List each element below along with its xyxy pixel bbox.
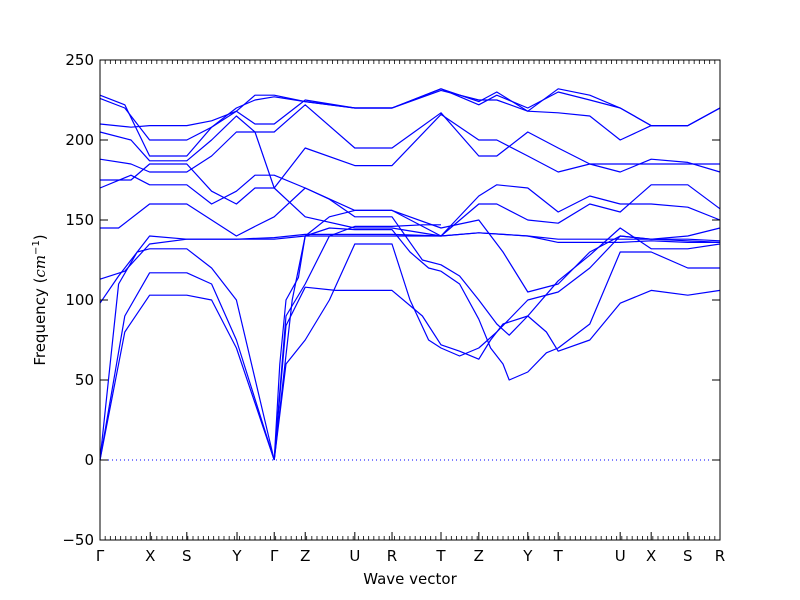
y-axis-title-exponent: −1 [31,240,42,255]
phonon-band-7 [99,232,721,304]
phonon-band-10 [273,227,720,461]
phonon-band-14 [99,113,720,189]
x-tick-label: Y [231,547,242,565]
x-tick-label: Y [522,547,533,565]
phonon-band-1 [99,294,275,461]
y-axis-title-unit: cm [31,255,49,278]
y-tick-label: 50 [75,371,94,389]
phonon-band-11 [100,187,721,336]
y-tick-label: 100 [65,291,94,309]
x-tick-label: X [145,547,155,565]
x-tick-label: Z [300,547,310,565]
y-tick-label: 0 [84,451,94,469]
x-tick-label: R [715,547,725,565]
plot-area [99,88,721,461]
y-tick-label: 250 [65,51,94,69]
phonon-band-6 [273,209,721,461]
x-tick-label: X [646,547,656,565]
y-axis-title: Frequency (cm−1) [31,234,49,365]
x-tick-label: T [553,547,564,565]
x-tick-label: S [182,547,192,565]
y-tick-label: 200 [65,131,94,149]
x-tick-label: Γ [96,547,105,565]
x-tick-label: Z [474,547,484,565]
y-axis-title-prefix: Frequency ( [31,278,49,366]
y-axis-title-suffix: ) [31,234,49,240]
x-axis-title: Wave vector [363,570,457,588]
phonon-band-4 [273,224,441,461]
x-tick-label: S [683,547,693,565]
x-tick-label: U [615,547,626,565]
y-tick-label: 150 [65,211,94,229]
phonon-band-2 [99,272,275,461]
x-tick-label: R [387,547,397,565]
phonon-band-3 [99,248,275,461]
phonon-band-9 [273,286,721,461]
x-tick-label: Γ [270,547,279,565]
phonon-band-15 [99,104,721,173]
phonon-band-18 [99,88,721,157]
x-tick-label: U [349,547,360,565]
phonon-band-13 [100,163,721,237]
phonon-band-8 [99,232,720,280]
y-tick-label: −50 [62,531,94,549]
plot-frame [99,59,721,541]
x-tick-label: T [435,547,446,565]
y-ticks: −50 0 50 100 150 200 250 [62,51,720,549]
phonon-band-12 [99,174,721,237]
